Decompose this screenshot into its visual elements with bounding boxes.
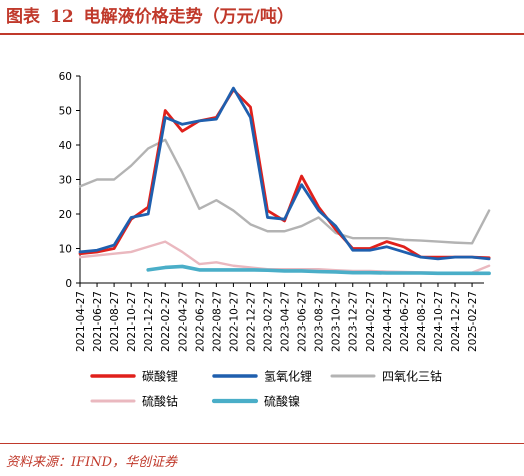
line-chart: 0 10 20 30 40 50 60 2021-04-27 2021-06-27 2021-08…	[59, 71, 491, 409]
series-line-1	[78, 88, 491, 260]
figure-title: 图表 12 电解液价格走势（万元/吨）	[6, 4, 304, 30]
y-tick-label: 40	[59, 140, 72, 152]
x-tick-label: 2023-08-27	[314, 291, 326, 352]
x-tick-label: 2022-10-27	[228, 291, 240, 352]
series-line-3	[78, 138, 491, 245]
x-tick-label: 2025-02-27	[467, 291, 479, 352]
x-tick-label: 2024-08-27	[416, 291, 428, 352]
legend-label: 硫酸镍	[264, 394, 300, 409]
y-tick-label: 50	[59, 106, 72, 118]
series-line-2	[78, 86, 491, 261]
x-tick-label: 2023-06-27	[297, 291, 309, 352]
x-tick-label: 2024-04-27	[382, 291, 394, 352]
legend-label: 硫酸钴	[142, 394, 178, 409]
x-tick-label: 2024-06-27	[399, 291, 411, 352]
x-tick-label: 2023-04-27	[280, 291, 292, 352]
chart-axes: 0 10 20 30 40 50 60 2021-04-27 2021-06-27 2021-08…	[59, 71, 484, 352]
legend-label: 碳酸锂	[142, 369, 178, 384]
y-tick-label: 30	[59, 175, 72, 187]
figure-number: 12	[50, 7, 74, 27]
x-tick-label: 2021-12-27	[143, 291, 155, 352]
x-tick-label: 2022-06-27	[194, 291, 206, 352]
x-tick-label: 2021-08-27	[109, 291, 121, 352]
y-tick-label: 10	[59, 244, 72, 256]
y-tick-label: 60	[59, 71, 72, 83]
y-tick-label: 20	[59, 209, 72, 221]
x-tick-label: 2023-10-27	[331, 291, 343, 352]
source-divider	[0, 443, 524, 444]
chart-series	[78, 86, 491, 276]
source-note: 资料来源：IFIND，华创证券	[6, 455, 178, 470]
x-tick-label: 2024-12-27	[450, 291, 462, 352]
x-tick-label: 2024-02-27	[365, 291, 377, 352]
x-tick-label: 2024-10-27	[433, 291, 445, 352]
legend-label: 四氧化三钴	[382, 369, 442, 384]
x-tick-label: 2022-02-27	[160, 291, 172, 352]
figure-title-text: 电解液价格走势（万元/吨）	[83, 7, 294, 27]
title-divider	[0, 33, 524, 35]
x-tick-label: 2021-06-27	[92, 291, 104, 352]
y-tick-label: 0	[65, 278, 72, 290]
x-tick-label: 2021-10-27	[126, 291, 138, 352]
figure-label: 图表	[6, 7, 40, 27]
x-tick-label: 2023-12-27	[348, 291, 360, 352]
x-tick-label: 2021-04-27	[75, 291, 87, 352]
series-line-5	[146, 264, 491, 276]
x-tick-label: 2022-08-27	[211, 291, 223, 352]
x-tick-label: 2022-04-27	[177, 291, 189, 352]
x-tick-label: 2022-12-27	[245, 291, 257, 352]
legend-label: 氢氧化锂	[264, 369, 312, 384]
x-tick-label: 2023-02-27	[263, 291, 275, 352]
